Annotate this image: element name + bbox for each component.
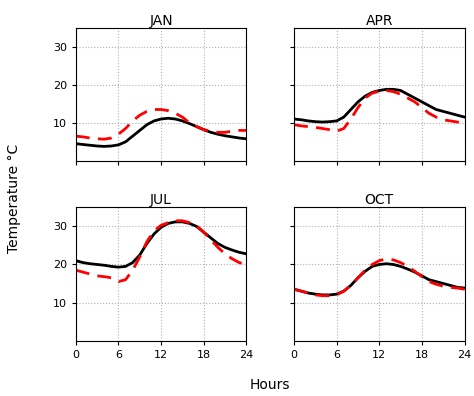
Title: OCT: OCT	[365, 193, 394, 208]
Text: Temperature °C: Temperature °C	[7, 143, 21, 253]
Text: Hours: Hours	[250, 378, 291, 392]
Title: JAN: JAN	[149, 14, 173, 28]
Title: JUL: JUL	[150, 193, 172, 208]
Title: APR: APR	[365, 14, 393, 28]
